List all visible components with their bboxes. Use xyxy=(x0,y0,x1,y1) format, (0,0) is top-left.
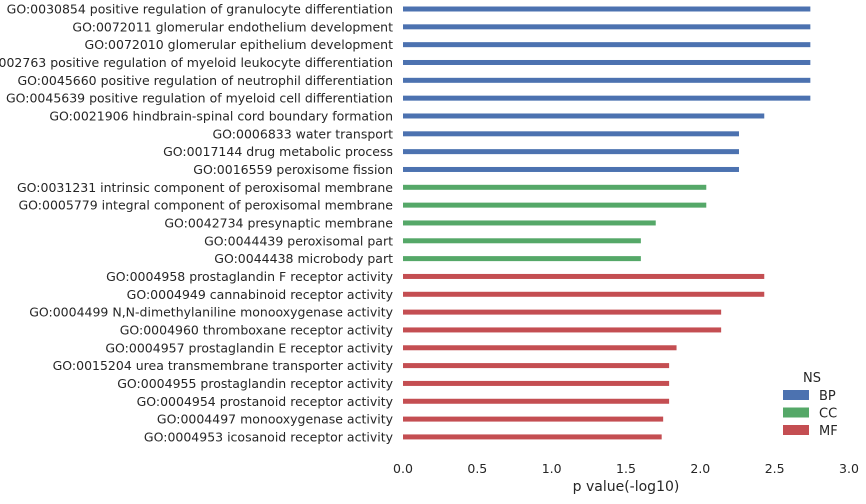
category-label: GO:0004958 prostaglandin F receptor acti… xyxy=(106,269,394,284)
x-axis: 0.0 0.5 1.0 1.5 2.0 2.5 3.0 xyxy=(393,461,859,476)
bar-bp xyxy=(403,149,739,155)
category-label: GO:0004957 prostaglandin E receptor acti… xyxy=(105,340,393,355)
x-tick-label: 2.0 xyxy=(690,461,710,476)
bar-cc xyxy=(403,184,707,190)
category-label: GO:0044439 peroxisomal part xyxy=(204,233,393,248)
x-tick-label: 0.0 xyxy=(393,461,413,476)
bar-mf xyxy=(403,416,664,422)
category-label: GO:0044438 microbody part xyxy=(214,251,393,266)
bar-mf xyxy=(403,327,722,333)
bar-bp xyxy=(403,113,765,119)
category-label: GO:0002763 positive regulation of myeloi… xyxy=(0,55,393,70)
category-label: GO:0004955 prostaglandin receptor activi… xyxy=(117,376,393,391)
legend: NS BP CC MF xyxy=(783,371,838,439)
category-label: GO:0015204 urea transmembrane transporte… xyxy=(53,358,394,373)
bar-mf xyxy=(403,309,722,315)
category-label: GO:0045660 positive regulation of neutro… xyxy=(17,73,393,88)
x-tick-label: 2.5 xyxy=(765,461,785,476)
bar-bp xyxy=(403,24,811,30)
bar-bp xyxy=(403,95,811,101)
category-label: GO:0006833 water transport xyxy=(212,126,393,141)
category-label: GO:0004960 thromboxane receptor activity xyxy=(120,322,394,337)
x-tick-label: 1.0 xyxy=(542,461,562,476)
bar-cc xyxy=(403,220,656,226)
category-label: GO:0004954 prostanoid receptor activity xyxy=(137,394,394,409)
category-label: GO:0045639 positive regulation of myeloi… xyxy=(6,91,393,106)
bar-bp xyxy=(403,131,739,137)
legend-swatch-cc xyxy=(783,407,809,418)
bar-bp xyxy=(403,59,811,65)
bar-mf xyxy=(403,434,662,440)
legend-label-mf: MF xyxy=(819,424,838,439)
bar-mf xyxy=(403,273,765,279)
bar-mf xyxy=(403,363,670,369)
category-label: GO:0017144 drug metabolic process xyxy=(163,144,393,159)
bar-bp xyxy=(403,166,739,172)
bar-cc xyxy=(403,238,641,244)
category-label: GO:0072011 glomerular endothelium develo… xyxy=(72,19,393,34)
category-labels: GO:0030854 positive regulation of granul… xyxy=(0,2,394,445)
bar-mf xyxy=(403,398,670,404)
category-label: GO:0042734 presynaptic membrane xyxy=(164,215,393,230)
category-label: GO:0031231 intrinsic component of peroxi… xyxy=(17,180,393,195)
legend-swatch-bp xyxy=(783,390,809,400)
category-label: GO:0004499 N,N-dimethylaniline monooxyge… xyxy=(29,305,393,320)
bar-mf xyxy=(403,291,765,297)
legend-title: NS xyxy=(803,371,821,386)
legend-label-cc: CC xyxy=(819,407,837,422)
bar-mf xyxy=(403,345,677,351)
category-label: GO:0072010 glomerular epithelium develop… xyxy=(85,37,394,52)
bar-bp xyxy=(403,42,811,48)
bar-bp xyxy=(403,77,811,83)
bar-mf xyxy=(403,380,670,386)
x-axis-label: p value(-log10) xyxy=(573,479,680,495)
x-tick-label: 1.5 xyxy=(616,461,636,476)
bar-bp xyxy=(403,6,811,12)
x-tick-label: 0.5 xyxy=(467,461,487,476)
bar-cc xyxy=(403,256,641,262)
legend-label-bp: BP xyxy=(819,389,836,404)
category-label: GO:0021906 hindbrain-spinal cord boundar… xyxy=(49,108,393,123)
category-label: GO:0004949 cannabinoid receptor activity xyxy=(127,287,394,302)
bar-cc xyxy=(403,202,707,208)
legend-swatch-mf xyxy=(783,425,809,435)
category-label: GO:0004953 icosanoid receptor activity xyxy=(144,429,394,444)
category-label: GO:0030854 positive regulation of granul… xyxy=(7,2,393,17)
bars-layer xyxy=(403,6,811,440)
category-label: GO:0005779 integral component of peroxis… xyxy=(19,198,394,213)
x-tick-label: 3.0 xyxy=(839,461,859,476)
category-label: GO:0016559 peroxisome fission xyxy=(193,162,393,177)
category-label: GO:0004497 monooxygenase activity xyxy=(157,412,394,427)
